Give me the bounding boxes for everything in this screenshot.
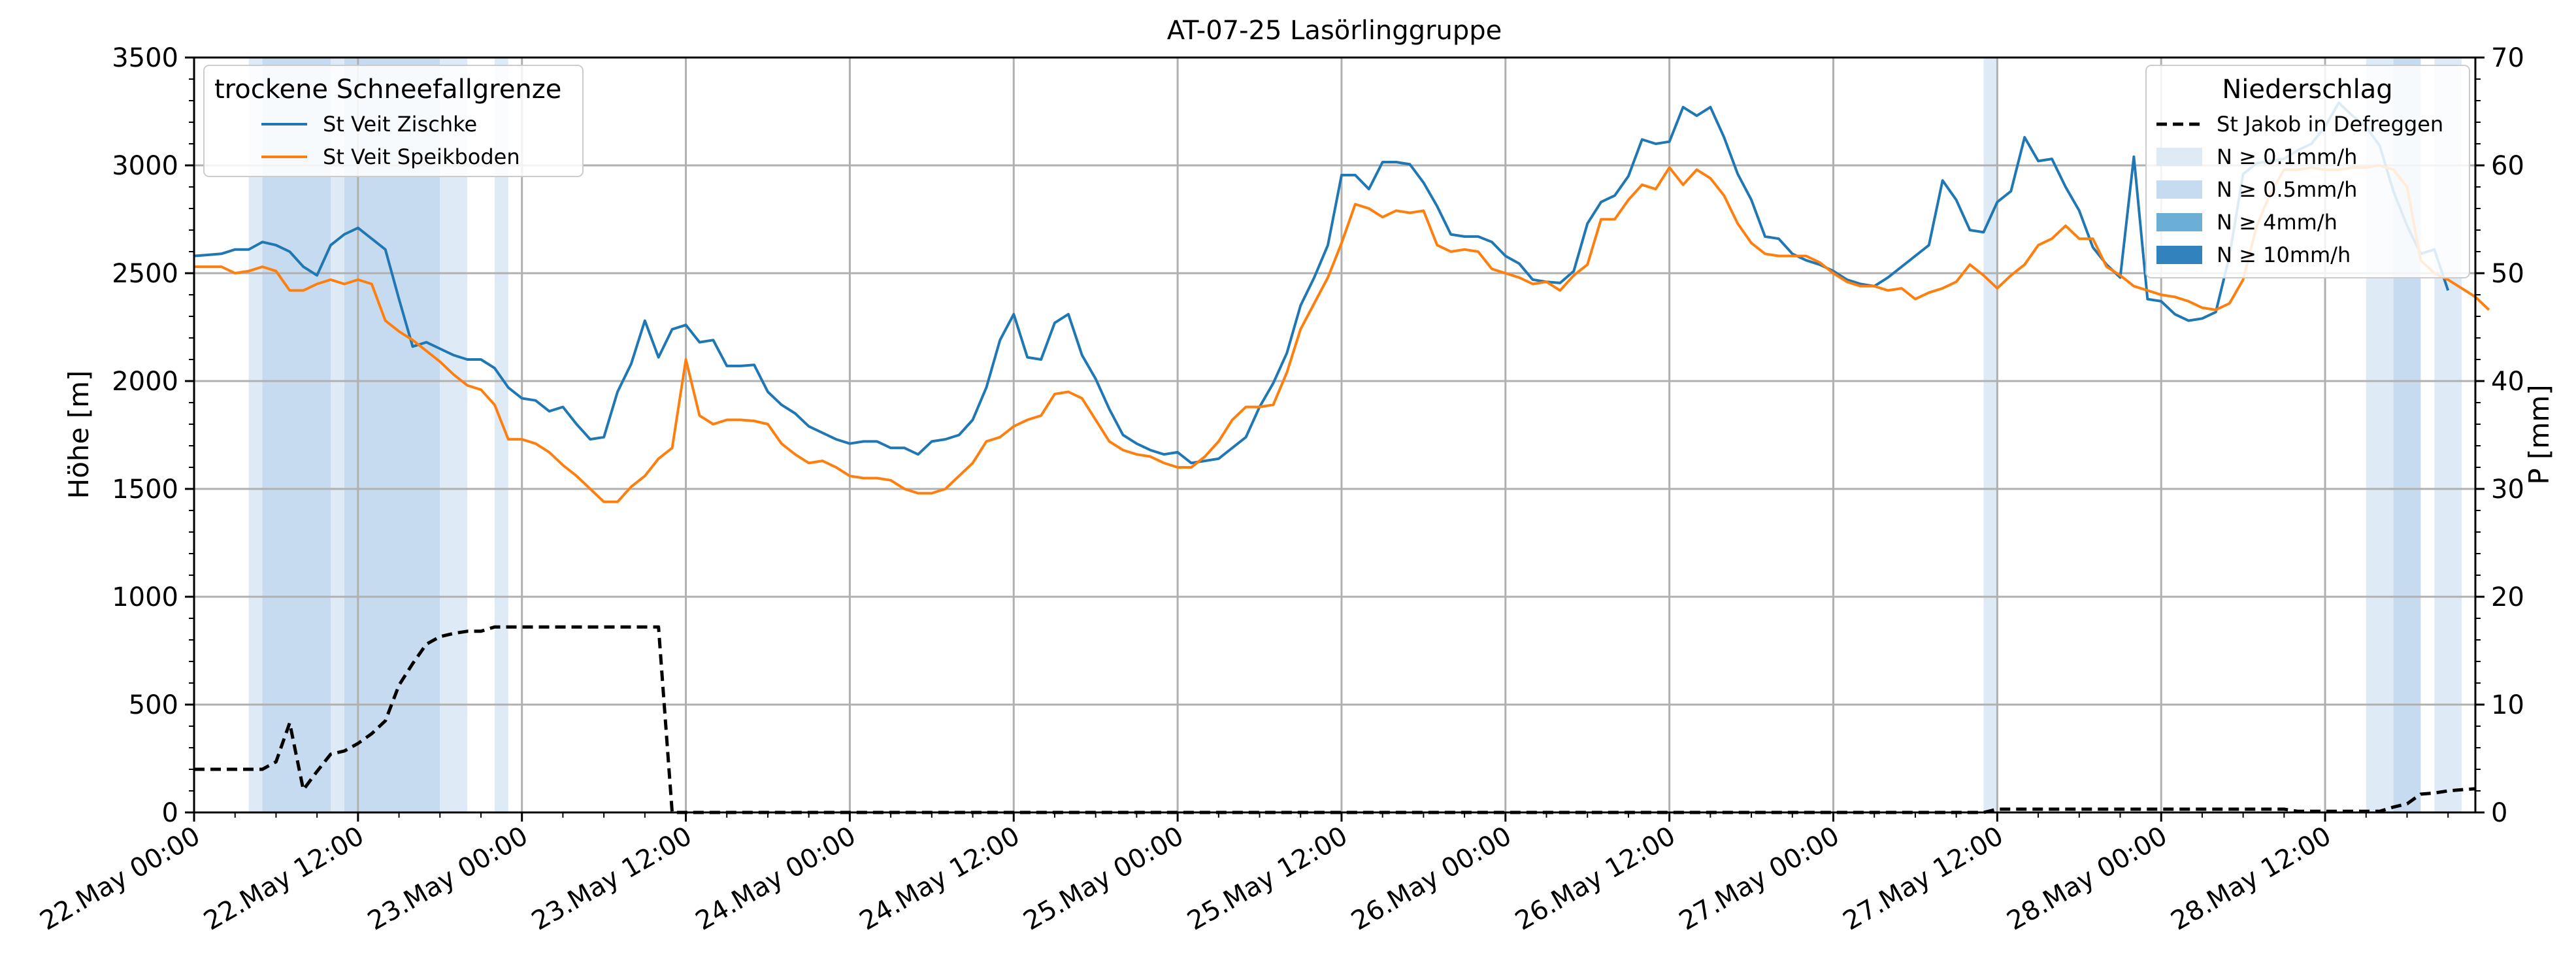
y-left-tick-label-4: 1500: [112, 475, 178, 505]
y-left-tick-label-3: 1000: [112, 582, 178, 612]
plot-frame: [193, 56, 2477, 814]
y-axis-right-label: P [mm]: [2523, 384, 2555, 484]
y-right-tick-label-3: 20: [2491, 582, 2524, 612]
y-axis-left-label: Höhe [m]: [63, 371, 95, 499]
y-left-tick-label-5: 2000: [112, 367, 178, 397]
legend-left: trockene Schneefallgrenze St Veit Zischk…: [203, 65, 584, 177]
legend-right-box: [2145, 65, 2470, 278]
legend-swatch-band-4: [2156, 213, 2202, 231]
legend-left-entry-1: St Veit Zischke: [323, 112, 477, 137]
precip-band-5: [440, 58, 468, 812]
series-line-st-veit-speikboden: [194, 164, 2490, 503]
legend-right-title: Niederschlag: [2222, 75, 2392, 105]
precip-band-2: [262, 58, 331, 812]
y-right-tick-label-6: 50: [2491, 259, 2524, 289]
y-right-tick-label-2: 10: [2491, 690, 2524, 720]
legend-swatch-band-10: [2156, 246, 2202, 264]
y-right-tick-label-5: 40: [2491, 367, 2524, 397]
chart-title: AT-07-25 Lasörlinggruppe: [1167, 16, 1502, 46]
legend-right-entry-4: N ≥ 4mm/h: [2217, 210, 2337, 235]
legend-left-title: trockene Schneefallgrenze: [214, 75, 561, 105]
series-line-st-veit-zischke: [193, 101, 2450, 465]
y-right-tick-label-1: 0: [2491, 798, 2507, 828]
legend-swatch-band-0-5: [2156, 180, 2202, 199]
legend-left-box: [203, 65, 584, 177]
legend-swatch-band-0-1: [2156, 148, 2202, 166]
legend-right-entry-1: St Jakob in Defreggen: [2217, 112, 2443, 137]
legend-left-entry-2: St Veit Speikboden: [323, 144, 520, 169]
y-left-tick-label-8: 3500: [112, 43, 178, 73]
y-left-tick-label-6: 2500: [112, 259, 178, 289]
y-right-tick-label-8: 70: [2491, 43, 2524, 73]
y-right-tick-label-7: 60: [2491, 151, 2524, 181]
precip-band-3: [331, 58, 344, 812]
precip-band-7: [1983, 58, 1998, 812]
y-left-tick-label-2: 500: [129, 690, 178, 720]
precip-band-4: [344, 58, 440, 812]
legend-right: Niederschlag St Jakob in Defreggen N ≥ 0…: [2145, 65, 2470, 278]
precip-band-6: [494, 58, 508, 812]
legend-right-entry-5: N ≥ 10mm/h: [2217, 242, 2351, 267]
y-left-tick-label-1: 0: [162, 798, 178, 828]
y-left-tick-label-7: 3000: [112, 151, 178, 181]
legend-right-entry-3: N ≥ 0.5mm/h: [2217, 177, 2357, 202]
y-right-tick-label-4: 30: [2491, 475, 2524, 505]
legend-right-entry-2: N ≥ 0.1mm/h: [2217, 144, 2357, 169]
